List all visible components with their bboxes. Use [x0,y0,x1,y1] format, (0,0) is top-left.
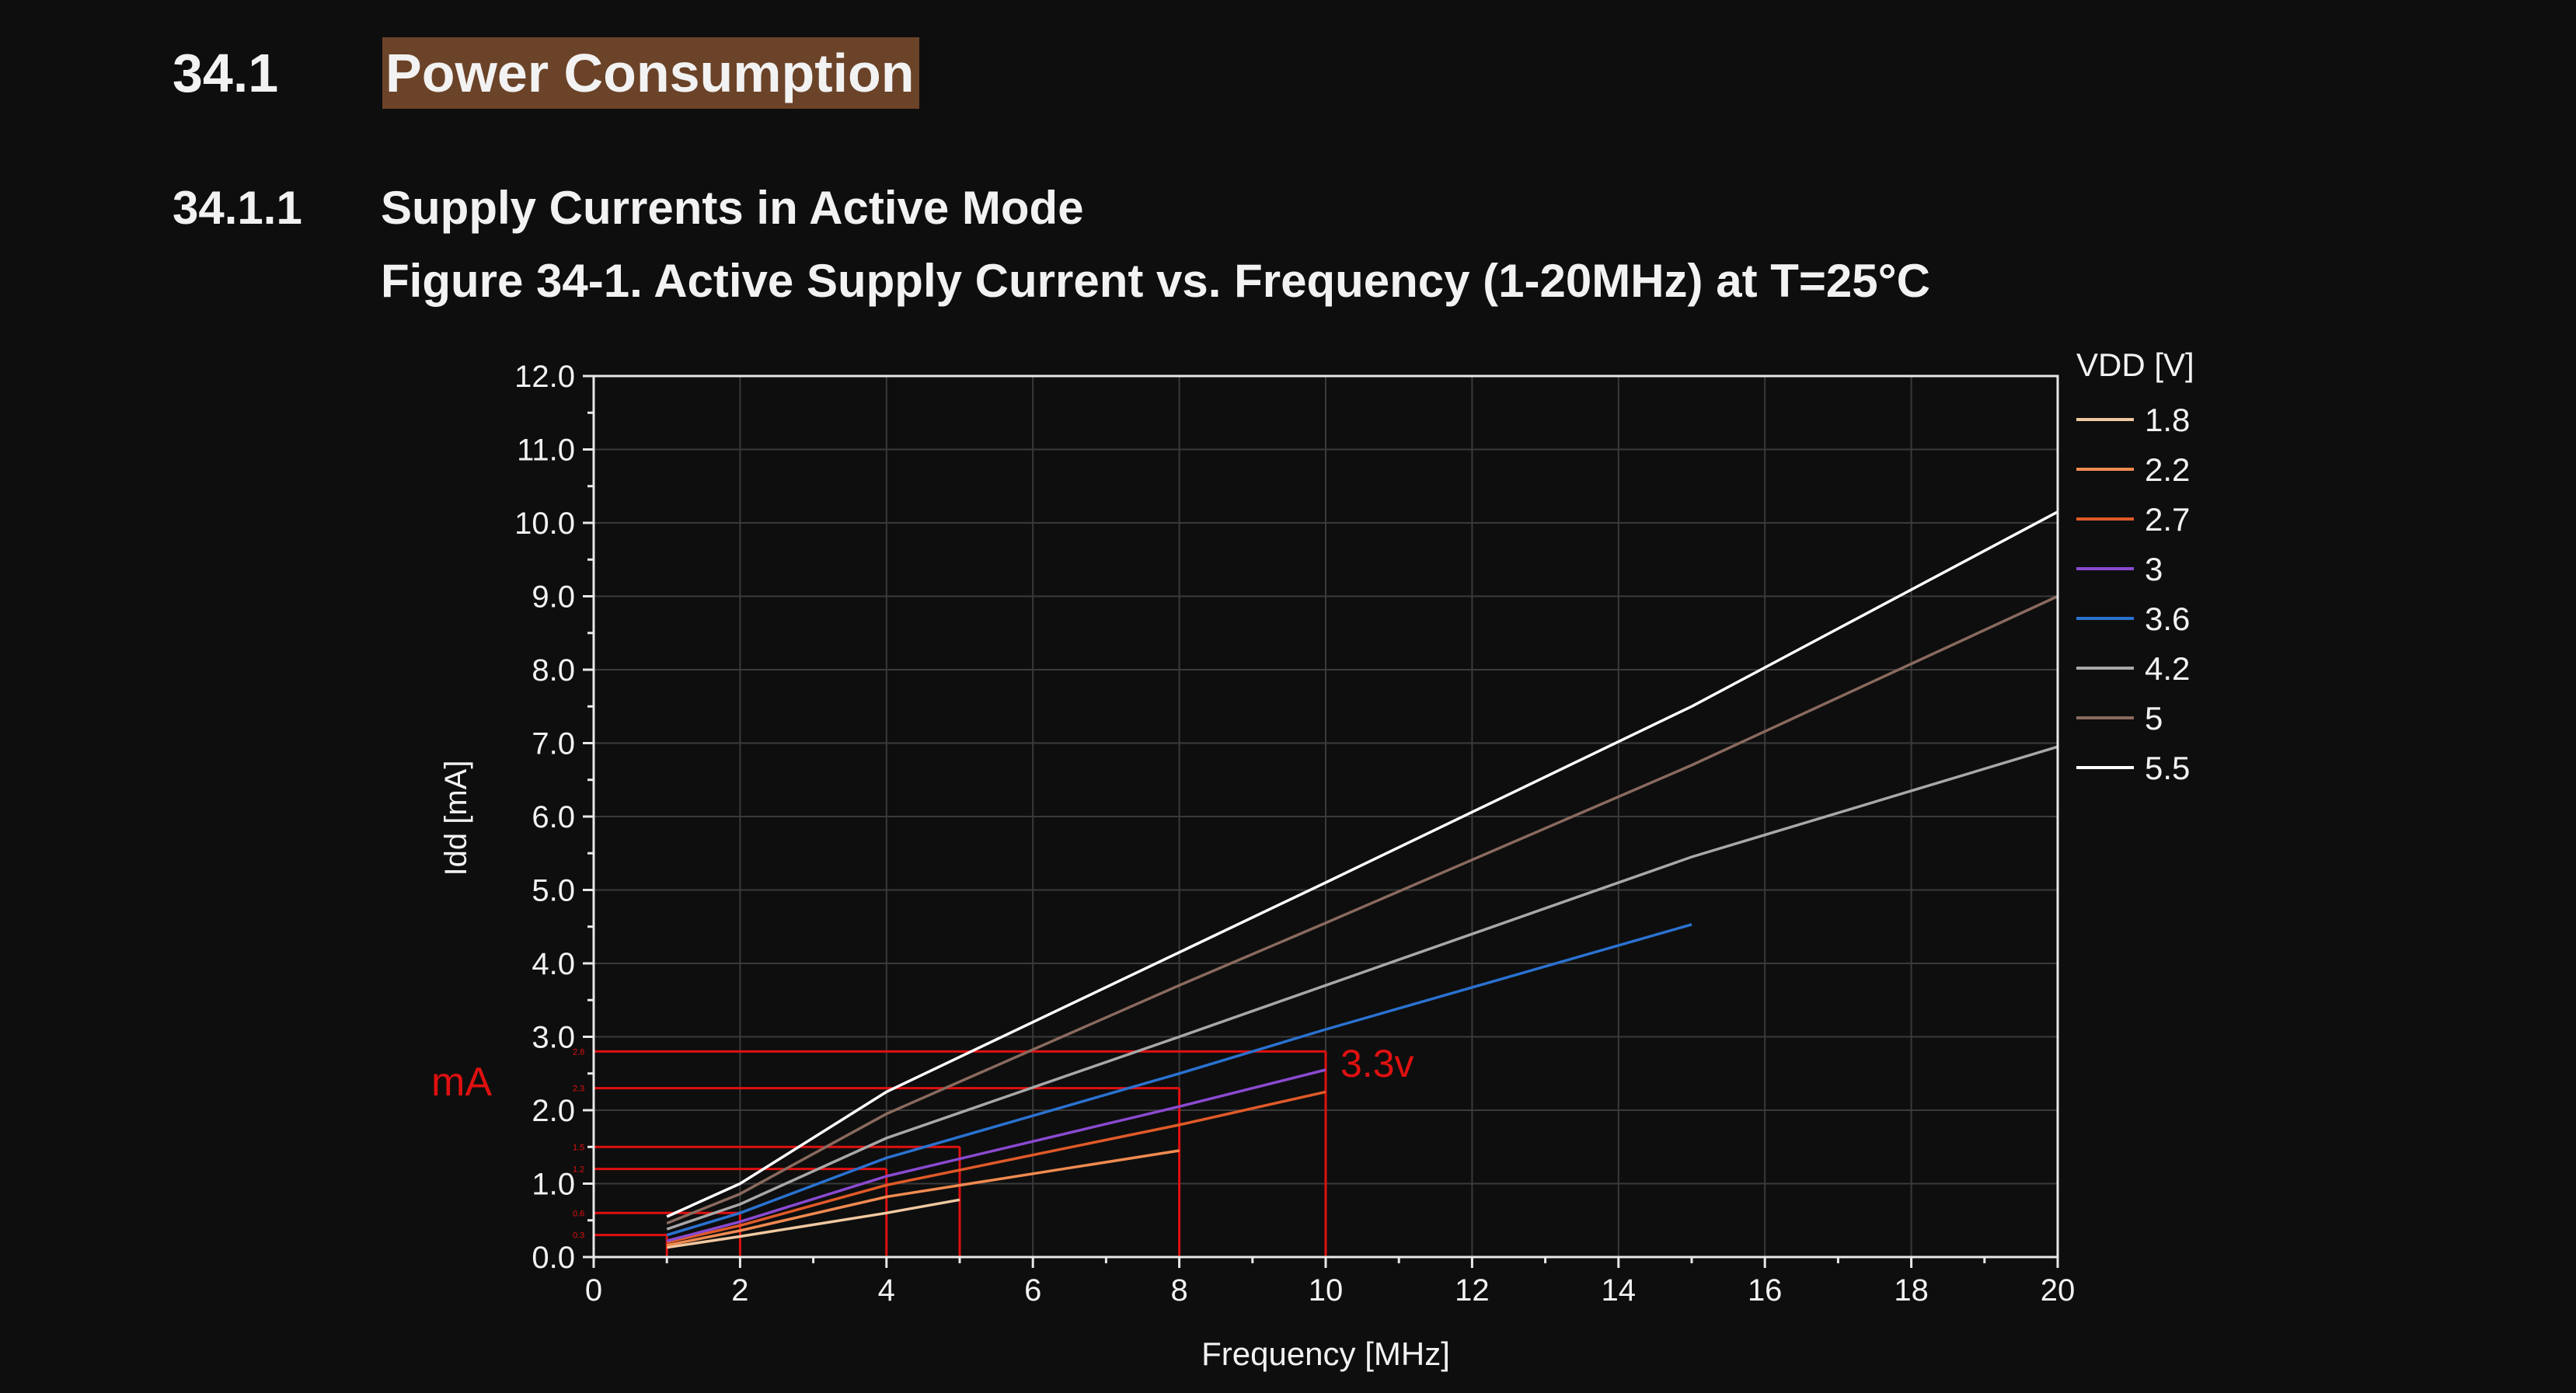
y-tick-label: 9.0 [532,580,575,615]
series-line-4-2 [666,745,2058,1231]
x-tick-label: 20 [2041,1273,2076,1308]
y-tick-label: 4.0 [532,947,575,981]
guide-value-label: 2.8 [573,1047,584,1057]
y-tick-label: 2.0 [532,1094,575,1128]
guide-value-label: 0.3 [573,1231,584,1241]
legend-label: 3.6 [2145,601,2190,637]
legend-label: 5 [2145,700,2163,737]
series-line-1-8 [666,1198,960,1249]
axes-layer: 0 2 4 6 8 10 12 14 16 18 20 0.0 1.0 2.0 3.0 4.0 5.0 6.0 7.… [514,360,2075,1308]
series-line-3-6 [666,923,1692,1237]
subsection-number: 34.1.1 [173,182,302,234]
x-tick-label: 12 [1455,1273,1490,1308]
y-tick-label: 10.0 [514,507,575,541]
series-line-3 [666,1068,1326,1242]
annotation-guides: 0.3 0.6 1.2 1.5 2.3 2.8 [573,1047,1327,1257]
guide-value-label: 0.6 [573,1209,584,1218]
subsection-title: Supply Currents in Active Mode [381,182,1084,234]
series-line-2-2 [666,1149,1180,1247]
x-tick-label: 2 [731,1273,748,1308]
figure-caption: Figure 34-1. Active Supply Current vs. F… [381,255,1930,307]
y-tick-label: 1.0 [532,1168,575,1202]
x-tick-label: 6 [1024,1273,1041,1308]
legend-label: 2.7 [2145,501,2190,538]
x-tick-label: 16 [1748,1273,1783,1308]
legend: VDD [V] 1.8 2.2 2.7 3 3.6 4.2 5 5.5 [2076,347,2194,786]
y-tick-label: 0.0 [532,1241,575,1275]
section-title: Power Consumption [382,37,919,109]
y-tick-label: 8.0 [532,653,575,688]
y-tick-label: 7.0 [532,727,575,761]
voltage-annotation: 3.3v [1340,1042,1414,1085]
guide-value-label: 1.2 [573,1165,584,1175]
x-tick-label: 14 [1602,1273,1637,1308]
legend-label: 4.2 [2145,650,2190,687]
y-tick-label: 6.0 [532,800,575,834]
x-tick-label: 10 [1309,1273,1344,1308]
x-axis-label: Frequency [MHz] [1201,1336,1450,1372]
y-tick-label: 3.0 [532,1021,575,1055]
section-number: 34.1 [173,43,279,103]
legend-label: 2.2 [2145,451,2190,488]
x-tick-label: 18 [1894,1273,1929,1308]
x-tick-label: 8 [1170,1273,1187,1308]
x-tick-label: 0 [585,1273,602,1308]
series-layer [666,510,2058,1249]
x-tick-label: 4 [878,1273,895,1308]
legend-title: VDD [V] [2076,347,2194,383]
y-tick-label: 5.0 [532,874,575,908]
legend-label: 3 [2145,551,2163,587]
series-line-5 [666,594,2058,1225]
legend-label: 1.8 [2145,402,2190,438]
series-line-5-5 [666,510,2058,1218]
y-tick-label: 11.0 [517,434,575,468]
unit-annotation: mA [431,1060,492,1105]
legend-label: 5.5 [2145,750,2190,786]
y-tick-label: 12.0 [514,360,575,394]
series-line-2-7 [666,1090,1326,1244]
guide-value-label: 2.3 [573,1085,584,1094]
y-axis-label: Idd [mA] [439,761,473,876]
guide-value-label: 1.5 [573,1143,584,1152]
